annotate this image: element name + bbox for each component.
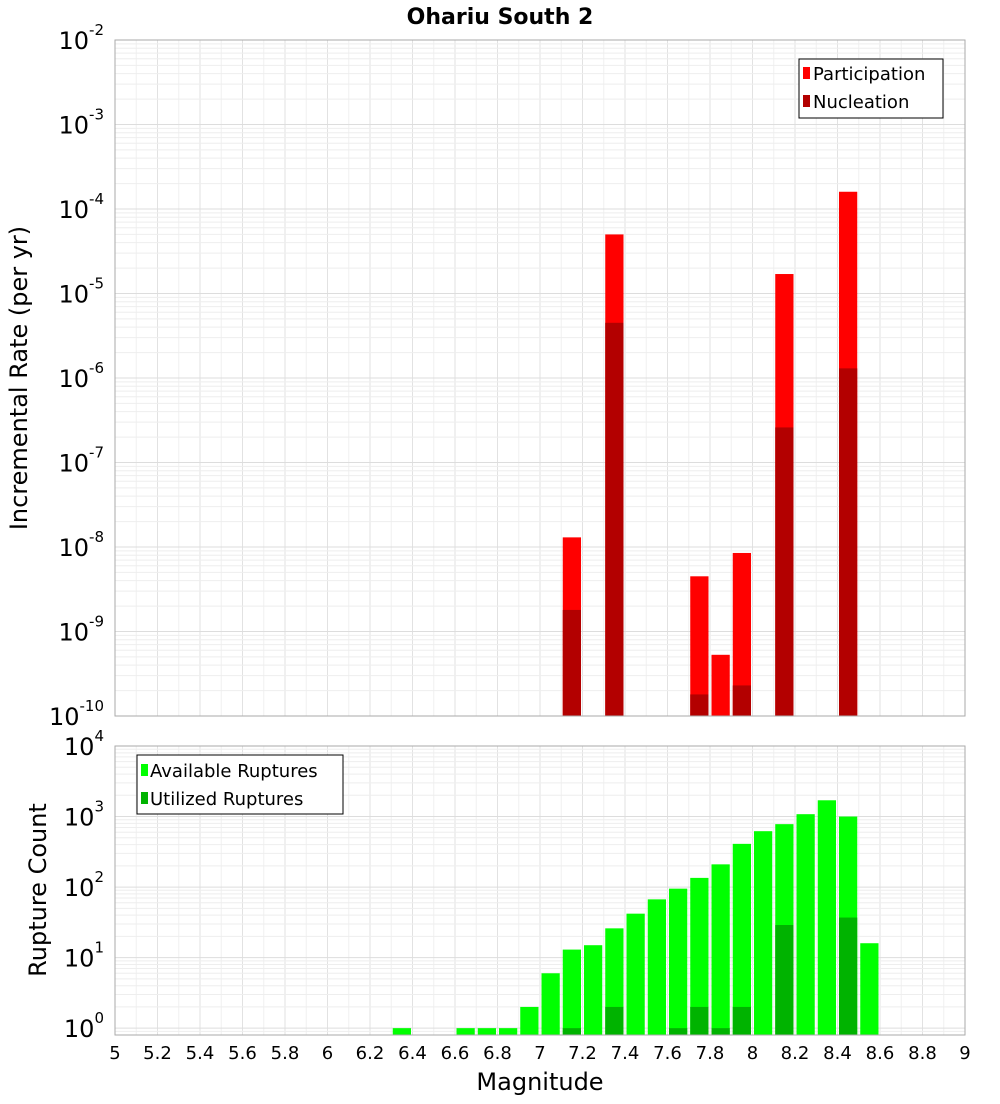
- bar-available-ruptures: [541, 973, 560, 1035]
- bar-available-ruptures: [796, 814, 815, 1035]
- bar-nucleation: [562, 609, 581, 716]
- x-tick-label: 5.8: [271, 1043, 300, 1064]
- bar-participation: [711, 654, 730, 716]
- x-tick-label: 7.4: [611, 1043, 640, 1064]
- top-y-tick-label: 10-10: [49, 697, 104, 731]
- legend-label-utilized-ruptures: Utilized Ruptures: [150, 789, 303, 810]
- bar-nucleation: [690, 694, 709, 716]
- bottom-y-tick-label: 104: [64, 727, 104, 761]
- bar-nucleation: [605, 322, 624, 716]
- bar-available-ruptures: [499, 1028, 518, 1035]
- x-tick-label: 5.4: [186, 1043, 215, 1064]
- bar-available-ruptures: [584, 945, 603, 1035]
- bar-available-ruptures: [690, 877, 709, 1035]
- bar-nucleation: [775, 427, 794, 716]
- bar-nucleation: [732, 685, 751, 716]
- x-tick-label: 7.8: [696, 1043, 725, 1064]
- bottom-legend-box: [136, 754, 344, 815]
- bar-available-ruptures: [754, 831, 773, 1035]
- bar-available-ruptures: [711, 864, 730, 1035]
- top-y-tick-label: 10-4: [58, 190, 104, 224]
- bottom-plot-frame: [114, 745, 966, 1036]
- top-y-axis-label: Incremental Rate (per yr): [5, 226, 33, 530]
- bottom-y-tick-label: 101: [64, 939, 104, 973]
- legend-label-nucleation: Nucleation: [813, 92, 909, 113]
- chart-title: Ohariu South 2: [407, 5, 594, 30]
- bar-available-ruptures: [647, 899, 666, 1035]
- bar-available-ruptures: [669, 888, 688, 1035]
- bar-available-ruptures: [732, 843, 751, 1035]
- bottom-y-tick-label: 102: [64, 868, 104, 902]
- x-tick-labels: 5 5.2 5.4 5.6 5.8 6 6.2 6.4 6.6 6.8 7 7.2 7.4 7.6 7.8 8…: [109, 1043, 970, 1064]
- bar-available-ruptures: [562, 949, 581, 1035]
- x-tick-label: 5.6: [228, 1043, 257, 1064]
- legend-swatch-participation: [803, 67, 810, 79]
- top-y-tick-label: 10-2: [58, 21, 104, 55]
- x-tick-label: 8.4: [823, 1043, 852, 1064]
- x-tick-label: 8.2: [781, 1043, 810, 1064]
- top-y-tick-label: 10-7: [58, 444, 104, 478]
- top-y-tick-label: 10-6: [58, 359, 104, 393]
- top-plot-frame: [114, 39, 966, 717]
- bottom-legend: Available Ruptures Utilized Ruptures: [136, 754, 344, 815]
- bar-utilized-ruptures: [562, 1028, 581, 1035]
- bar-available-ruptures: [520, 1006, 539, 1035]
- bar-participation: [732, 552, 751, 716]
- bottom-y-axis-label: Rupture Count: [24, 803, 52, 977]
- bar-utilized-ruptures: [605, 1006, 624, 1035]
- bar-nucleation: [839, 368, 858, 716]
- x-tick-label: 8: [747, 1043, 758, 1064]
- legend-label-available-ruptures: Available Ruptures: [150, 761, 318, 782]
- bar-utilized-ruptures: [775, 925, 794, 1035]
- bar-utilized-ruptures: [690, 1006, 709, 1035]
- bottom-plot-bars: [392, 800, 879, 1035]
- x-tick-label: 9: [959, 1043, 970, 1064]
- legend-swatch-nucleation: [803, 95, 810, 107]
- bar-available-ruptures: [626, 913, 645, 1035]
- top-y-tick-label: 10-9: [58, 613, 104, 647]
- bar-available-ruptures: [392, 1028, 411, 1035]
- top-legend: Participation Nucleation: [798, 58, 944, 119]
- top-legend-box: [798, 58, 944, 119]
- bottom-y-tick-label: 100: [64, 1009, 104, 1043]
- bar-utilized-ruptures: [839, 917, 858, 1035]
- x-tick-label: 6.6: [441, 1043, 470, 1064]
- bar-available-ruptures: [456, 1028, 475, 1035]
- x-tick-label: 5.2: [143, 1043, 172, 1064]
- x-tick-label: 6.2: [356, 1043, 385, 1064]
- legend-label-participation: Participation: [813, 64, 925, 85]
- bar-participation: [690, 576, 709, 716]
- top-y-tick-label: 10-5: [58, 275, 104, 309]
- bar-utilized-ruptures: [669, 1028, 688, 1035]
- top-y-tick-label: 10-8: [58, 528, 104, 562]
- x-tick-label: 8.8: [908, 1043, 937, 1064]
- top-y-tick-labels: 10-10 10-9 10-8 10-7 10-6 10-5 10-4 10-3 10-2: [49, 21, 104, 731]
- x-tick-label: 7.2: [568, 1043, 597, 1064]
- x-axis-label: Magnitude: [476, 1068, 603, 1096]
- bottom-y-tick-label: 103: [64, 798, 104, 832]
- x-tick-label: 6: [322, 1043, 333, 1064]
- x-tick-label: 6.8: [483, 1043, 512, 1064]
- x-tick-label: 7.6: [653, 1043, 682, 1064]
- top-y-tick-label: 10-3: [58, 106, 104, 140]
- top-plot-bars: [562, 191, 858, 717]
- bar-available-ruptures: [860, 943, 879, 1035]
- bar-available-ruptures: [477, 1028, 496, 1035]
- top-plot-grid: [115, 40, 965, 717]
- legend-swatch-utilized-ruptures: [141, 792, 148, 804]
- x-tick-label: 8.6: [866, 1043, 895, 1064]
- x-tick-label: 6.4: [398, 1043, 427, 1064]
- bar-available-ruptures: [817, 800, 836, 1035]
- bar-utilized-ruptures: [732, 1006, 751, 1035]
- bar-utilized-ruptures: [711, 1028, 730, 1035]
- bottom-y-tick-labels: 100 101 102 103 104: [64, 727, 104, 1043]
- legend-swatch-available-ruptures: [141, 764, 148, 776]
- x-tick-label: 5: [109, 1043, 120, 1064]
- x-tick-label: 7: [534, 1043, 545, 1064]
